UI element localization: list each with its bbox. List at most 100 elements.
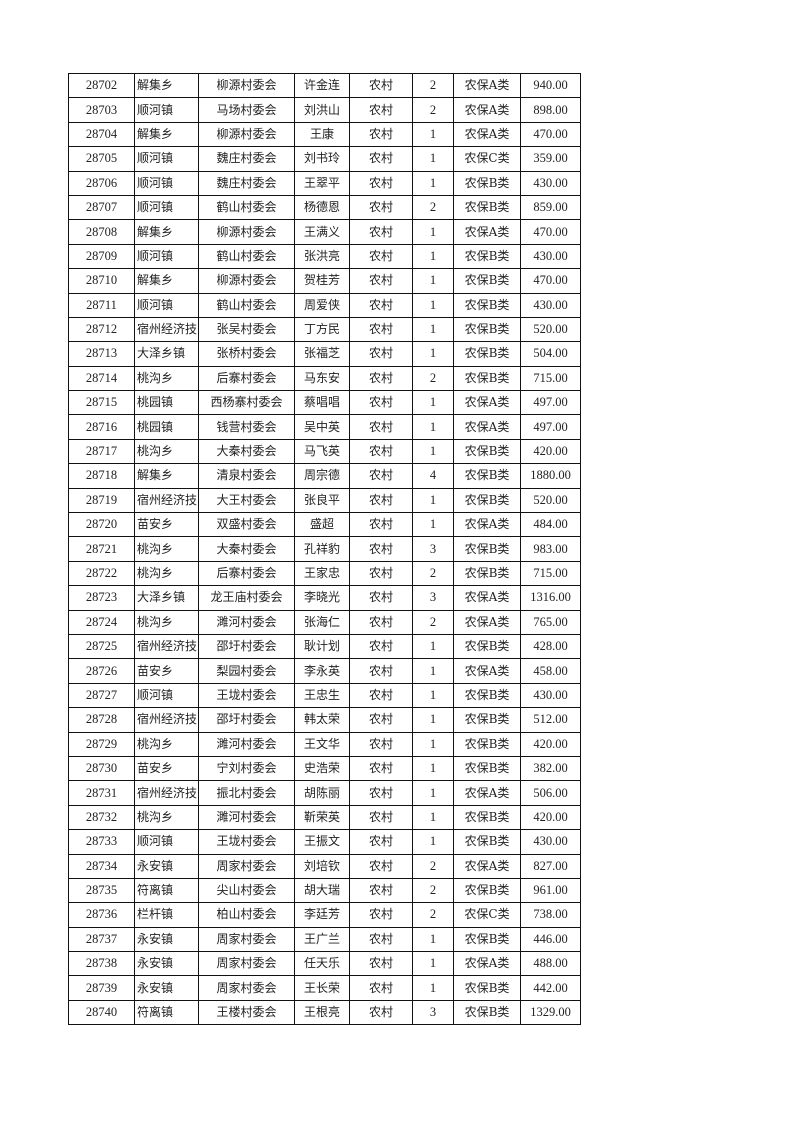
record-id-cell: 28718 bbox=[68, 463, 135, 489]
person-name-cell: 王长荣 bbox=[294, 975, 350, 1001]
amount-cell: 420.00 bbox=[520, 731, 581, 757]
amount-cell: 446.00 bbox=[520, 926, 581, 953]
area-type-cell: 农村 bbox=[349, 682, 413, 709]
amount-cell: 512.00 bbox=[520, 707, 581, 733]
table-row: 28714 桃沟乡 后寨村委会 马东安 农村 2 农保B类 715.00 bbox=[68, 365, 581, 392]
person-name-cell: 张洪亮 bbox=[294, 243, 350, 270]
area-type-cell: 农村 bbox=[349, 341, 413, 367]
area-type-cell: 农村 bbox=[349, 97, 413, 123]
table-row: 28722 桃沟乡 后寨村委会 王家忠 农村 2 农保B类 715.00 bbox=[68, 560, 581, 587]
person-name-cell: 胡大瑞 bbox=[294, 877, 350, 904]
area-type-cell: 农村 bbox=[349, 975, 413, 1001]
amount-cell: 715.00 bbox=[520, 365, 581, 392]
person-name-cell: 丁方民 bbox=[294, 316, 350, 343]
area-type-cell: 农村 bbox=[349, 194, 413, 221]
insurance-category-cell: 农保B类 bbox=[453, 682, 521, 709]
person-name-cell: 王根亮 bbox=[294, 999, 350, 1026]
village-committee-cell: 邵圩村委会 bbox=[198, 633, 295, 660]
insurance-category-cell: 农保B类 bbox=[453, 755, 521, 782]
record-id-cell: 28710 bbox=[68, 268, 135, 294]
village-committee-cell: 柳源村委会 bbox=[198, 268, 295, 294]
table-row: 28707 顺河镇 鹤山村委会 杨德恩 农村 2 农保B类 859.00 bbox=[68, 194, 581, 221]
table-row: 28716 桃园镇 钱营村委会 吴中英 农村 1 农保A类 497.00 bbox=[68, 414, 581, 440]
record-id-cell: 28717 bbox=[68, 438, 135, 465]
town-cell: 桃沟乡 bbox=[134, 438, 199, 465]
record-id-cell: 28735 bbox=[68, 877, 135, 904]
household-count-cell: 1 bbox=[412, 268, 454, 294]
town-cell: 解集乡 bbox=[134, 463, 199, 489]
insurance-category-cell: 农保B类 bbox=[453, 292, 521, 318]
town-cell: 桃沟乡 bbox=[134, 560, 199, 587]
village-committee-cell: 柳源村委会 bbox=[198, 72, 295, 99]
insurance-category-cell: 农保B类 bbox=[453, 999, 521, 1026]
person-name-cell: 韩太荣 bbox=[294, 707, 350, 733]
amount-cell: 765.00 bbox=[520, 609, 581, 635]
village-committee-cell: 张吴村委会 bbox=[198, 316, 295, 343]
town-cell: 宿州经济技 bbox=[134, 316, 199, 343]
record-id-cell: 28731 bbox=[68, 780, 135, 806]
table-row: 28723 大泽乡镇 龙王庙村委会 李晓光 农村 3 农保A类 1316.00 bbox=[68, 585, 581, 611]
household-count-cell: 1 bbox=[412, 438, 454, 465]
table-row: 28712 宿州经济技 张吴村委会 丁方民 农村 1 农保B类 520.00 bbox=[68, 316, 581, 343]
amount-cell: 859.00 bbox=[520, 194, 581, 221]
household-count-cell: 3 bbox=[412, 999, 454, 1026]
area-type-cell: 农村 bbox=[349, 390, 413, 416]
insurance-category-cell: 农保B类 bbox=[453, 194, 521, 221]
table-row: 28704 解集乡 柳源村委会 王康 农村 1 农保A类 470.00 bbox=[68, 121, 581, 148]
area-type-cell: 农村 bbox=[349, 804, 413, 831]
insurance-category-cell: 农保A类 bbox=[453, 658, 521, 684]
household-count-cell: 2 bbox=[412, 609, 454, 635]
record-id-cell: 28708 bbox=[68, 219, 135, 245]
person-name-cell: 刘书玲 bbox=[294, 146, 350, 172]
record-id-cell: 28726 bbox=[68, 658, 135, 684]
town-cell: 顺河镇 bbox=[134, 292, 199, 318]
person-name-cell: 周宗德 bbox=[294, 463, 350, 489]
amount-cell: 430.00 bbox=[520, 682, 581, 709]
table-row: 28726 苗安乡 梨园村委会 李永英 农村 1 农保A类 458.00 bbox=[68, 658, 581, 684]
record-id-cell: 28729 bbox=[68, 731, 135, 757]
town-cell: 桃园镇 bbox=[134, 390, 199, 416]
household-count-cell: 1 bbox=[412, 951, 454, 977]
town-cell: 宿州经济技 bbox=[134, 707, 199, 733]
table-row: 28718 解集乡 清泉村委会 周宗德 农村 4 农保B类 1880.00 bbox=[68, 463, 581, 489]
record-id-cell: 28721 bbox=[68, 536, 135, 562]
village-committee-cell: 魏庄村委会 bbox=[198, 146, 295, 172]
area-type-cell: 农村 bbox=[349, 731, 413, 757]
person-name-cell: 许金连 bbox=[294, 72, 350, 99]
insurance-category-cell: 农保B类 bbox=[453, 804, 521, 831]
area-type-cell: 农村 bbox=[349, 951, 413, 977]
table-row: 28702 解集乡 柳源村委会 许金连 农村 2 农保A类 940.00 bbox=[68, 72, 581, 99]
record-id-cell: 28725 bbox=[68, 633, 135, 660]
household-count-cell: 2 bbox=[412, 72, 454, 99]
record-id-cell: 28733 bbox=[68, 829, 135, 855]
household-count-cell: 4 bbox=[412, 463, 454, 489]
town-cell: 桃沟乡 bbox=[134, 365, 199, 392]
record-id-cell: 28714 bbox=[68, 365, 135, 392]
amount-cell: 497.00 bbox=[520, 414, 581, 440]
record-id-cell: 28706 bbox=[68, 170, 135, 196]
table-row: 28706 顺河镇 魏庄村委会 王翠平 农村 1 农保B类 430.00 bbox=[68, 170, 581, 196]
person-name-cell: 贺桂芳 bbox=[294, 268, 350, 294]
insurance-category-cell: 农保A类 bbox=[453, 951, 521, 977]
town-cell: 顺河镇 bbox=[134, 243, 199, 270]
insurance-category-cell: 农保B类 bbox=[453, 560, 521, 587]
village-committee-cell: 周家村委会 bbox=[198, 975, 295, 1001]
table-row: 28711 顺河镇 鹤山村委会 周爱侠 农村 1 农保B类 430.00 bbox=[68, 292, 581, 318]
insurance-category-cell: 农保A类 bbox=[453, 780, 521, 806]
area-type-cell: 农村 bbox=[349, 829, 413, 855]
person-name-cell: 李晓光 bbox=[294, 585, 350, 611]
amount-cell: 470.00 bbox=[520, 121, 581, 148]
insurance-category-cell: 农保B类 bbox=[453, 170, 521, 196]
records-table: 28702 解集乡 柳源村委会 许金连 农村 2 农保A类 940.00 28703 顺河镇 马场村… bbox=[68, 72, 581, 1026]
village-committee-cell: 大秦村委会 bbox=[198, 438, 295, 465]
record-id-cell: 28709 bbox=[68, 243, 135, 270]
town-cell: 桃沟乡 bbox=[134, 804, 199, 831]
village-committee-cell: 王垅村委会 bbox=[198, 682, 295, 709]
household-count-cell: 2 bbox=[412, 365, 454, 392]
amount-cell: 898.00 bbox=[520, 97, 581, 123]
table-row: 28728 宿州经济技 邵圩村委会 韩太荣 农村 1 农保B类 512.00 bbox=[68, 707, 581, 733]
insurance-category-cell: 农保B类 bbox=[453, 487, 521, 514]
village-committee-cell: 大王村委会 bbox=[198, 487, 295, 514]
record-id-cell: 28739 bbox=[68, 975, 135, 1001]
town-cell: 顺河镇 bbox=[134, 170, 199, 196]
